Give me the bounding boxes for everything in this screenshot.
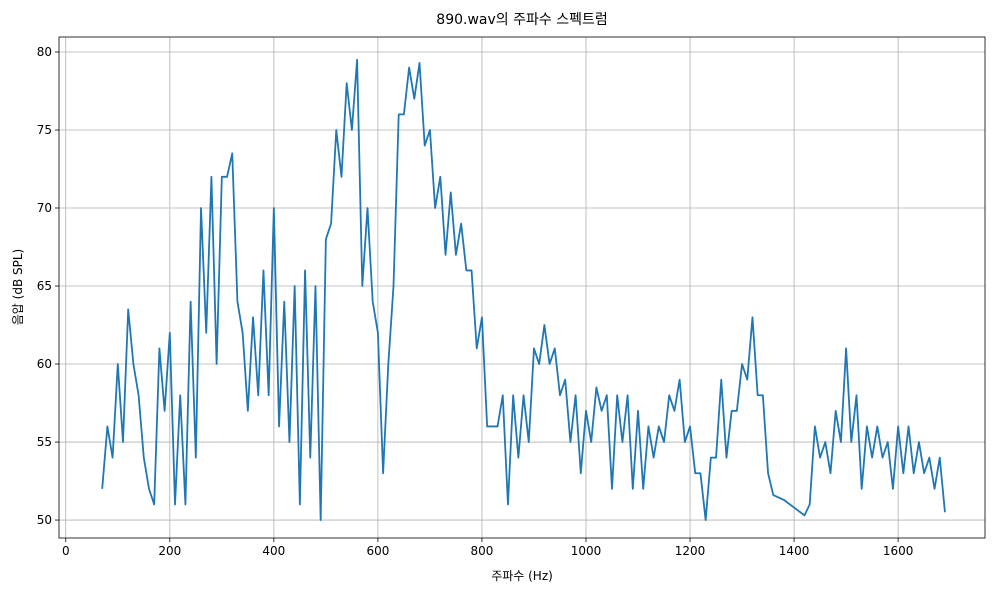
x-tick-label: 0 [62, 544, 70, 558]
y-tick-label: 70 [37, 201, 52, 215]
plot-frame [58, 36, 986, 539]
y-tick-label: 75 [37, 123, 52, 137]
x-tick-label: 1200 [675, 544, 706, 558]
y-tick-label: 80 [37, 45, 52, 59]
x-tick-label: 1600 [883, 544, 914, 558]
chart-title: 890.wav의 주파수 스펙트럼 [436, 12, 607, 28]
y-tick-label: 60 [37, 357, 52, 371]
x-tick-label: 600 [366, 544, 389, 558]
x-axis-label: 주파수 (Hz) [491, 569, 553, 583]
y-axis-label: 음압 (dB SPL) [11, 249, 25, 325]
series-line [101, 58, 946, 521]
x-tick-label: 400 [262, 544, 285, 558]
y-tick-label: 50 [37, 513, 52, 527]
y-tick-label: 55 [37, 435, 52, 449]
x-tick-label: 200 [158, 544, 181, 558]
x-tick-label: 1000 [571, 544, 602, 558]
x-tick-label: 1400 [779, 544, 810, 558]
x-tick-label: 800 [470, 544, 493, 558]
y-tick-label: 65 [37, 279, 52, 293]
